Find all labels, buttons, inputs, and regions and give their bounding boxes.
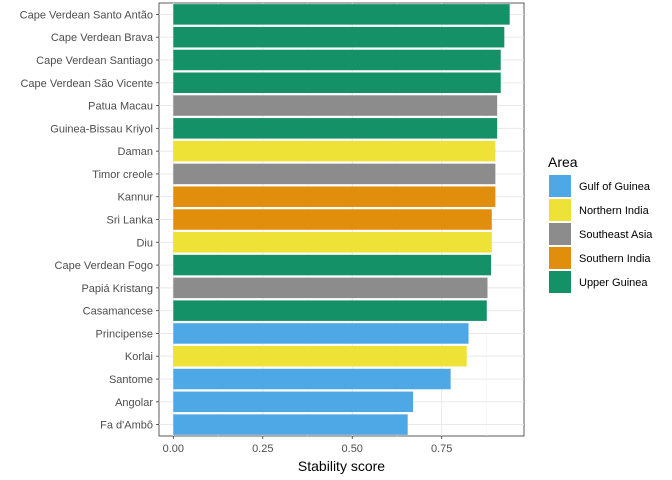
x-tick-label: 0.00: [163, 443, 184, 455]
y-tick-label: Fa d'Ambô: [100, 420, 153, 432]
y-tick-label: Kannur: [118, 192, 154, 204]
bar: [173, 163, 496, 185]
legend-key: [549, 223, 571, 245]
bar: [173, 209, 492, 230]
y-tick-label: Cape Verdean Santo Antão: [20, 9, 153, 21]
y-tick-label: Timor creole: [92, 169, 153, 181]
y-tick-label: Guinea-Bissau Kriyol: [50, 123, 153, 135]
y-tick-label: Cape Verdean São Vicente: [20, 78, 153, 90]
bar: [173, 49, 501, 71]
legend-label: Southern India: [579, 253, 651, 265]
x-axis-ticks: 0.00 0.25 0.50 0.75: [163, 436, 452, 455]
y-tick-label: Cape Verdean Fogo: [55, 260, 153, 272]
y-tick-label: Diu: [136, 237, 153, 249]
bar: [173, 414, 408, 435]
y-tick-label: Cape Verdean Santiago: [36, 55, 153, 67]
legend-label: Southeast Asia: [579, 229, 653, 241]
y-tick-label: Cape Verdean Brava: [51, 32, 154, 44]
bar: [173, 368, 451, 390]
bar: [173, 232, 492, 253]
bar: [173, 95, 498, 116]
bar: [173, 277, 488, 299]
bar: [173, 300, 487, 321]
bar: [173, 323, 469, 344]
y-tick-label: Daman: [118, 146, 153, 158]
y-tick-label: Papiá Kristang: [81, 283, 153, 295]
y-tick-label: Sri Lanka: [107, 215, 154, 227]
y-tick-label: Patua Macau: [88, 101, 153, 113]
y-tick-label: Korlai: [125, 351, 153, 363]
x-tick-label: 0.25: [252, 443, 273, 455]
legend-label: Upper Guinea: [579, 277, 648, 289]
y-tick-label: Angolar: [115, 397, 153, 409]
legend-label: Northern India: [579, 205, 650, 217]
legend-key: [549, 199, 571, 221]
y-tick-label: Principense: [96, 328, 153, 340]
legend-key: [549, 247, 571, 269]
legend: Area Gulf of Guinea Northern India Southea…: [548, 154, 653, 293]
bar: [173, 118, 498, 139]
legend-key: [549, 271, 571, 293]
bar: [173, 140, 496, 162]
bar: [173, 26, 505, 48]
bar: [173, 391, 414, 413]
bar: [173, 72, 501, 94]
legend-title: Area: [548, 154, 578, 170]
y-tick-label: Casamancese: [83, 306, 153, 318]
bar: [173, 4, 510, 25]
bar: [173, 186, 496, 207]
y-tick-label: Santome: [109, 374, 153, 386]
y-axis-ticks: Cape Verdean Santo Antão Cape Verdean Bra…: [20, 9, 159, 432]
bar: [173, 254, 492, 276]
legend-label: Gulf of Guinea: [579, 181, 651, 193]
bars: [173, 4, 510, 435]
legend-key: [549, 175, 571, 197]
x-tick-label: 0.50: [342, 443, 363, 455]
x-tick-label: 0.75: [431, 443, 452, 455]
x-axis-title: Stability score: [298, 458, 385, 474]
bar: [173, 345, 467, 367]
